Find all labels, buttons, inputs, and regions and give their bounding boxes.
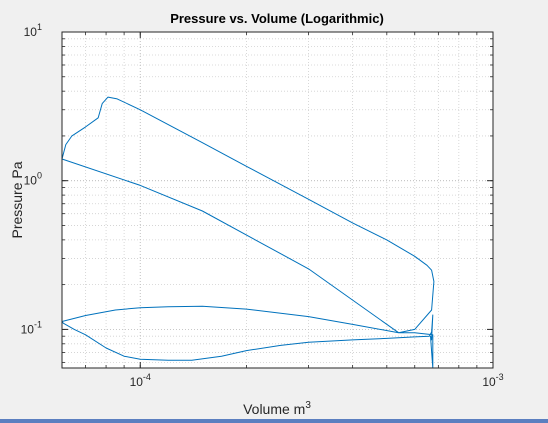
x-axis-label-text: Volume m — [243, 401, 305, 417]
series-layer — [61, 96, 435, 369]
y-tick-label: 101 — [24, 22, 42, 39]
x-tick-exponent: -4 — [143, 372, 151, 382]
series-line — [61, 96, 435, 369]
x-axis-label-superscript: 3 — [305, 400, 311, 411]
x-tick-base: 10 — [130, 375, 144, 389]
plot-border — [61, 31, 494, 369]
x-tick-base: 10 — [482, 375, 496, 389]
window-bottom-accent — [0, 419, 548, 423]
y-tick-base: 10 — [21, 322, 35, 336]
x-tick-label: 10-3 — [482, 372, 503, 389]
y-tick-base: 10 — [24, 174, 38, 188]
chart-title: Pressure vs. Volume (Logarithmic) — [170, 11, 384, 26]
x-tick-exponent: -3 — [496, 372, 504, 382]
y-tick-base: 10 — [24, 25, 38, 39]
y-tick-label: 100 — [24, 171, 42, 188]
y-tick-exponent: 1 — [37, 22, 42, 32]
y-axis-label: Pressure Pa — [9, 161, 25, 238]
plot-area — [62, 32, 493, 368]
tick-marks — [61, 31, 494, 368]
y-tick-exponent: 0 — [37, 171, 42, 181]
x-tick-label: 10-4 — [130, 372, 151, 389]
x-axis-label: Volume m3 — [243, 400, 311, 417]
y-tick-exponent: -1 — [34, 319, 42, 329]
y-tick-label: 10-1 — [21, 319, 42, 336]
